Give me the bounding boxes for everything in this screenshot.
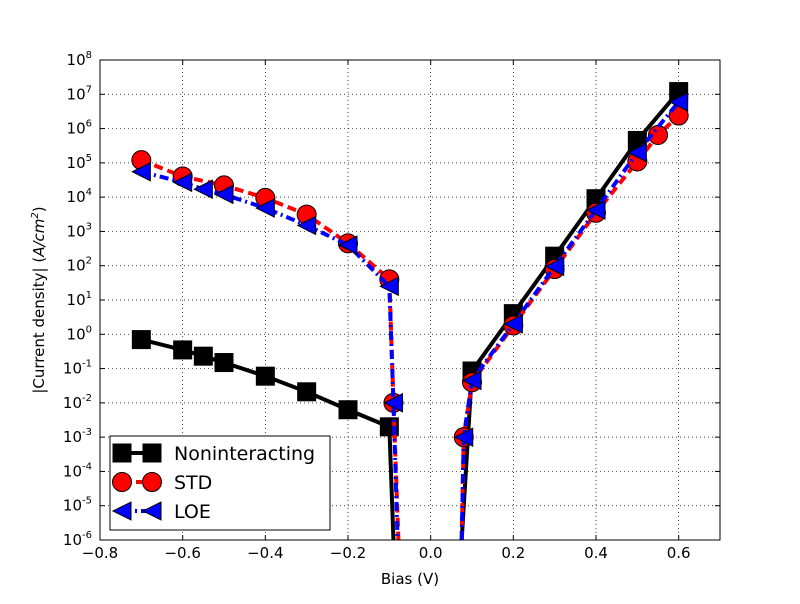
- x-axis-label: Bias (V): [381, 570, 439, 588]
- legend-marker: [111, 501, 132, 521]
- data-point: [213, 184, 234, 205]
- y-tick-label: 105: [67, 153, 92, 172]
- x-tick-label: 0.6: [667, 544, 691, 562]
- y-tick-label: 10-1: [63, 359, 92, 378]
- data-point: [296, 215, 317, 236]
- legend: Noninteracting STD LOE: [109, 435, 331, 531]
- grid: [100, 60, 720, 540]
- data-point: [627, 142, 647, 163]
- data-point: [544, 256, 565, 277]
- legend-marker: [112, 472, 132, 492]
- data-point: [503, 314, 523, 334]
- y-axis-label-unit-exponent: 2: [30, 212, 41, 218]
- legend-entry: STD: [112, 472, 212, 494]
- data-point: [255, 198, 275, 218]
- data-point: [193, 346, 213, 366]
- y-axis-label-unit: A/cm: [30, 219, 48, 258]
- legend-marker: [142, 443, 162, 463]
- data-point: [255, 366, 275, 386]
- data-point: [172, 172, 193, 193]
- data-point: [379, 276, 399, 297]
- data-point: [131, 330, 151, 350]
- data-point: [453, 427, 474, 447]
- x-tick-label: 0.0: [419, 544, 443, 562]
- data-point: [173, 340, 193, 360]
- x-tick-label: −0.4: [247, 544, 283, 562]
- ticks: −0.8 −0.6 −0.4 −0.2 0.0 0.2 0.4 0.6 10-6 10-5 10-4…: [63, 50, 720, 562]
- data-point: [131, 161, 151, 182]
- data-point: [461, 370, 482, 391]
- y-tick-label: 104: [67, 187, 92, 206]
- y-axis-label-text: |Current density| (: [30, 257, 48, 394]
- legend-label: Noninteracting: [174, 443, 315, 465]
- y-tick-label: 106: [67, 119, 92, 138]
- data-point: [214, 353, 234, 373]
- legend-marker: [142, 472, 162, 492]
- y-tick-label: 10-5: [63, 496, 92, 515]
- y-tick-label: 10-2: [63, 393, 92, 412]
- y-tick-label: 107: [67, 84, 92, 103]
- y-tick-label: 10-4: [63, 461, 92, 480]
- data-point: [383, 393, 403, 413]
- series-loe: [131, 92, 689, 540]
- series-line: [140, 169, 400, 540]
- y-tick-label: 10-6: [63, 530, 92, 549]
- legend-entry: Noninteracting: [112, 443, 315, 465]
- y-tick-label: 100: [67, 324, 92, 343]
- legend-entry: LOE: [111, 501, 211, 523]
- y-tick-label: 108: [67, 50, 92, 69]
- legend-marker: [141, 501, 162, 521]
- y-tick-label: 10-3: [63, 427, 92, 446]
- x-tick-label: 0.4: [584, 544, 608, 562]
- data-point: [337, 235, 358, 255]
- x-tick-label: −0.8: [82, 544, 118, 562]
- x-tick-label: −0.6: [164, 544, 200, 562]
- data-point: [297, 382, 317, 402]
- x-tick-label: −0.2: [330, 544, 366, 562]
- data-point: [193, 179, 213, 200]
- y-axis-label-close: ): [30, 206, 48, 212]
- x-tick-label: 0.2: [501, 544, 525, 562]
- series-layer: [131, 82, 689, 540]
- y-tick-label: 101: [67, 290, 92, 309]
- axis-labels: Bias (V) |Current density| (A/cm2): [30, 206, 439, 588]
- data-point: [668, 92, 689, 112]
- y-tick-label: 103: [67, 221, 92, 240]
- legend-label: LOE: [174, 501, 211, 523]
- data-point: [338, 400, 358, 420]
- legend-label: STD: [174, 472, 212, 494]
- legend-marker: [112, 443, 132, 463]
- data-point: [585, 200, 606, 220]
- y-axis-label: |Current density| (A/cm2): [30, 206, 48, 393]
- y-tick-label: 102: [67, 256, 92, 275]
